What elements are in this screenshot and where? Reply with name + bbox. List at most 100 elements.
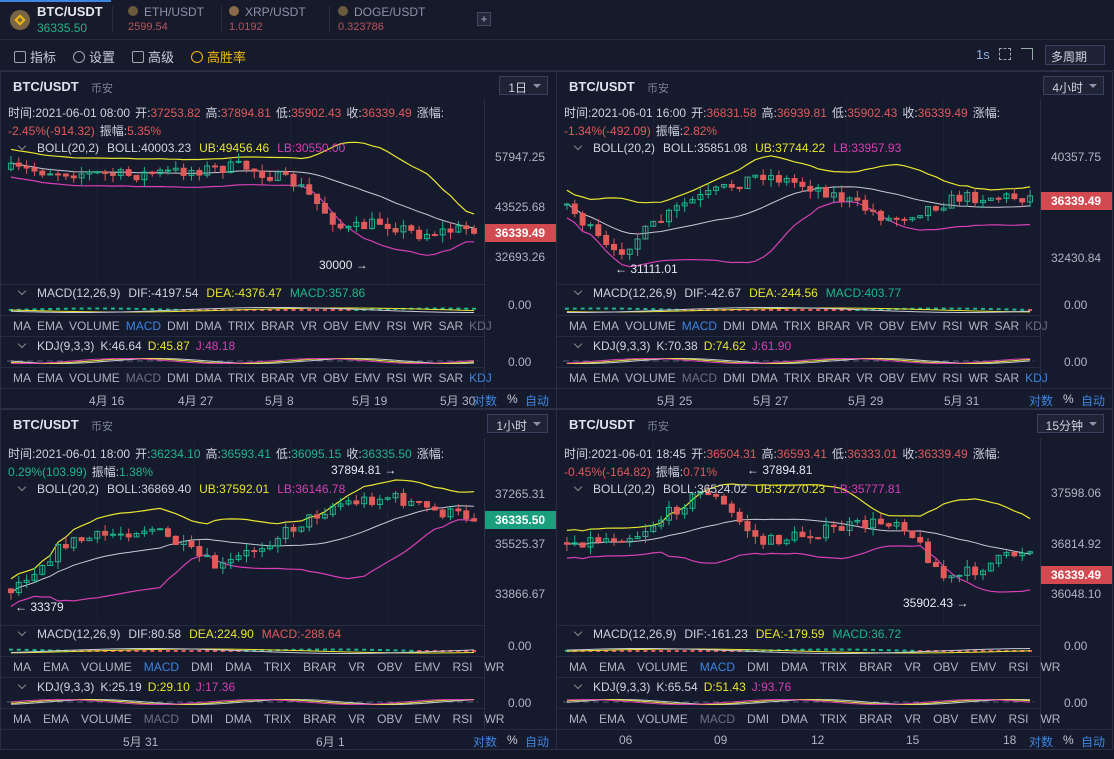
pair-tab-doge[interactable]: DOGE/USDT 0.323786 [338,0,458,40]
indicator-tab-dmi[interactable]: DMI [167,319,190,333]
auto-scale-toggle[interactable]: 自动 [1081,394,1106,408]
percent-scale-toggle[interactable]: % [507,392,518,406]
indicator-tab-dma[interactable]: DMA [225,660,252,674]
indicator-tab-vr[interactable]: VR [348,660,366,674]
indicator-tab-ema[interactable]: EMA [593,319,620,333]
indicator-tab-vr[interactable]: VR [348,712,366,726]
win-rate-button[interactable]: 高胜率 [191,47,246,66]
indicator-tab-vr[interactable]: VR [300,371,318,385]
indicator-tab-obv[interactable]: OBV [933,712,959,726]
indicator-tab-wr[interactable]: WR [968,371,989,385]
indicator-tab-sar[interactable]: SAR [994,319,1020,333]
collapse-chevron-icon[interactable] [17,680,27,690]
indicator-tab-dmi[interactable]: DMI [191,660,214,674]
collapse-chevron-icon[interactable] [573,627,583,637]
indicator-tab-trix[interactable]: TRIX [819,660,848,674]
indicator-tab-obv[interactable]: OBV [879,319,905,333]
collapse-chevron-icon[interactable] [17,141,27,151]
indicator-tab-brar[interactable]: BRAR [817,319,851,333]
indicator-tab-rsi[interactable]: RSI [942,319,963,333]
fullscreen-icon[interactable] [999,48,1011,60]
indicator-tab-dma[interactable]: DMA [225,712,252,726]
indicator-tab-wr[interactable]: WR [968,319,989,333]
indicator-tab-dmi[interactable]: DMI [723,371,746,385]
indicator-tab-emv[interactable]: EMV [354,371,381,385]
indicator-tab-macd[interactable]: MACD [143,660,180,674]
indicator-tab-vr[interactable]: VR [904,660,922,674]
indicator-tab-macd[interactable]: MACD [699,712,736,726]
indicator-tab-trix[interactable]: TRIX [263,660,292,674]
indicator-tab-volume[interactable]: VOLUME [69,371,120,385]
indicator-tab-dma[interactable]: DMA [781,712,808,726]
indicator-tab-dmi[interactable]: DMI [747,660,770,674]
indicator-tab-macd[interactable]: MACD [125,371,162,385]
indicator-tab-dma[interactable]: DMA [781,660,808,674]
advanced-button[interactable]: 高级 [132,47,174,66]
indicator-tab-ema[interactable]: EMA [37,371,64,385]
indicator-tab-ma[interactable]: MA [13,371,31,385]
indicator-tab-volume[interactable]: VOLUME [81,660,132,674]
percent-scale-toggle[interactable]: % [1063,392,1074,406]
indicator-tab-emv[interactable]: EMV [910,371,937,385]
collapse-chevron-icon[interactable] [17,286,27,296]
indicator-tab-brar[interactable]: BRAR [261,371,295,385]
pair-tab-xrp[interactable]: XRP/USDT 1.0192 [229,0,329,40]
indicator-tab-volume[interactable]: VOLUME [69,319,120,333]
indicator-tab-ma[interactable]: MA [569,319,587,333]
indicator-tab-ma[interactable]: MA [13,319,31,333]
indicator-tab-volume[interactable]: VOLUME [637,712,688,726]
settings-button[interactable]: 设置 [73,47,115,66]
pair-tab-eth[interactable]: ETH/USDT 2599.54 [120,0,220,40]
indicator-tab-kdj[interactable]: KDJ [469,371,492,385]
indicator-tab-emv[interactable]: EMV [414,660,441,674]
indicator-tab-macd[interactable]: MACD [143,712,180,726]
indicator-tab-rsi[interactable]: RSI [452,712,473,726]
collapse-chevron-icon[interactable] [573,482,583,492]
indicator-tab-brar[interactable]: BRAR [859,660,893,674]
auto-scale-toggle[interactable]: 自动 [525,735,550,749]
indicator-tab-ma[interactable]: MA [569,712,587,726]
indicator-tab-ema[interactable]: EMA [43,660,70,674]
collapse-chevron-icon[interactable] [17,627,27,637]
indicator-tab-vr[interactable]: VR [904,712,922,726]
indicator-tab-obv[interactable]: OBV [879,371,905,385]
indicator-tab-rsi[interactable]: RSI [942,371,963,385]
indicator-tab-dmi[interactable]: DMI [747,712,770,726]
indicator-tab-obv[interactable]: OBV [933,660,959,674]
percent-scale-toggle[interactable]: % [507,733,518,747]
indicator-tab-sar[interactable]: SAR [994,371,1020,385]
indicator-tab-volume[interactable]: VOLUME [81,712,132,726]
indicator-tab-ema[interactable]: EMA [37,319,64,333]
indicator-tab-obv[interactable]: OBV [377,660,403,674]
indicator-tab-wr[interactable]: WR [1040,712,1061,726]
indicator-tab-rsi[interactable]: RSI [1008,712,1029,726]
indicator-tab-dma[interactable]: DMA [195,319,222,333]
indicator-tab-macd[interactable]: MACD [681,319,718,333]
interval-label[interactable]: 1s [976,47,990,62]
indicator-tab-ma[interactable]: MA [13,712,31,726]
collapse-chevron-icon[interactable] [573,680,583,690]
collapse-chevron-icon[interactable] [17,339,27,349]
indicator-tab-dmi[interactable]: DMI [191,712,214,726]
indicator-tab-dma[interactable]: DMA [751,371,778,385]
log-scale-toggle[interactable]: 对数 [1029,394,1054,408]
multi-period-dropdown[interactable]: 多周期 ▼ [1045,45,1105,78]
collapse-chevron-icon[interactable] [573,286,583,296]
indicator-tab-trix[interactable]: TRIX [819,712,848,726]
timeframe-dropdown[interactable]: 1日 [499,76,548,95]
indicator-tab-volume[interactable]: VOLUME [637,660,688,674]
indicator-tab-emv[interactable]: EMV [354,319,381,333]
indicator-tab-volume[interactable]: VOLUME [625,371,676,385]
indicator-tab-kdj[interactable]: KDJ [469,319,492,333]
auto-scale-toggle[interactable]: 自动 [525,394,550,408]
collapse-chevron-icon[interactable] [573,141,583,151]
indicator-tab-rsi[interactable]: RSI [386,319,407,333]
collapse-chevron-icon[interactable] [17,482,27,492]
indicator-tab-emv[interactable]: EMV [970,712,997,726]
timeframe-dropdown[interactable]: 1小时 [487,414,548,433]
indicator-tab-obv[interactable]: OBV [377,712,403,726]
indicator-tab-emv[interactable]: EMV [970,660,997,674]
indicator-tab-rsi[interactable]: RSI [1008,660,1029,674]
indicator-tab-brar[interactable]: BRAR [303,712,337,726]
indicator-tab-ema[interactable]: EMA [593,371,620,385]
